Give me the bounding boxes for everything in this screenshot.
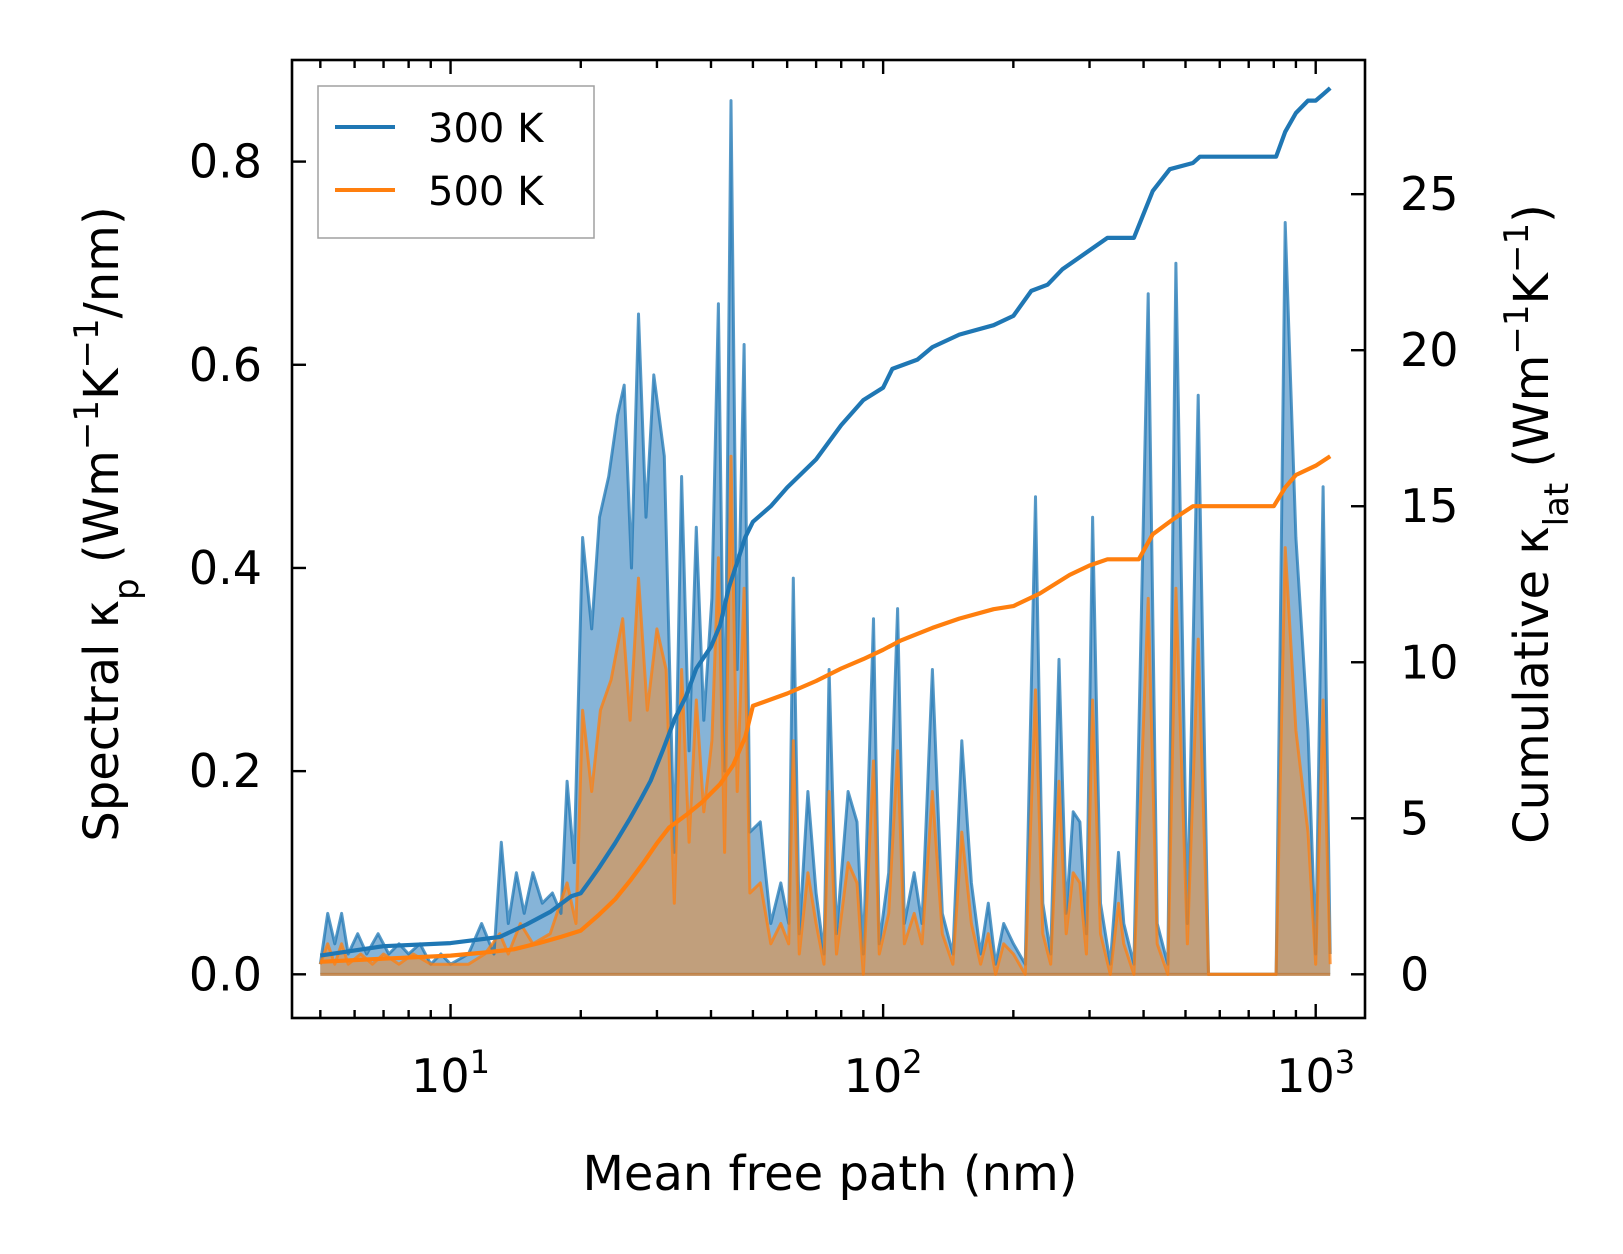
y-left-tick-label: 0.4 bbox=[189, 541, 262, 595]
y-left-tick-label: 0.8 bbox=[189, 135, 262, 189]
x-tick-label-exponent: 2 bbox=[902, 1043, 922, 1081]
x-tick-label-base: 10 bbox=[411, 1049, 470, 1103]
x-tick-label-exponent: 3 bbox=[1335, 1043, 1355, 1081]
x-tick-label: 103 bbox=[1276, 1043, 1355, 1103]
cumulative-line-300k bbox=[319, 86, 1332, 958]
y-left-tick-label: 0.6 bbox=[189, 338, 262, 392]
x-axis-label: Mean free path (nm) bbox=[583, 1146, 1078, 1202]
y-right-tick-label: 5 bbox=[1400, 791, 1429, 845]
axis-ticks bbox=[292, 60, 1365, 1018]
legend-label-300k: 300 K bbox=[428, 106, 545, 152]
x-tick-label-base: 10 bbox=[844, 1049, 903, 1103]
y-right-tick-label: 15 bbox=[1400, 479, 1459, 533]
y-right-tick-label: 20 bbox=[1400, 323, 1459, 377]
spectral-line-300k bbox=[318, 99, 1332, 976]
x-tick-label-exponent: 1 bbox=[470, 1043, 490, 1081]
y-left-tick-label: 0.2 bbox=[189, 744, 262, 798]
legend-box bbox=[317, 85, 595, 239]
y-left-tick-label: 0.0 bbox=[189, 947, 262, 1001]
plot-frame bbox=[290, 58, 1367, 1020]
x-tick-label-base: 10 bbox=[1276, 1049, 1335, 1103]
cumulative-line-500k bbox=[320, 454, 1332, 964]
y-right-tick-label: 10 bbox=[1400, 635, 1459, 689]
cumulative-lines bbox=[319, 86, 1332, 964]
legend-label-500k: 500 K bbox=[428, 169, 545, 215]
legend: 300 K 500 K bbox=[317, 85, 595, 239]
y-right-tick-label: 25 bbox=[1400, 167, 1459, 221]
left-y-axis-label: Spectral κp (Wm−1K−1/nm) bbox=[67, 206, 147, 841]
x-tick-label: 101 bbox=[411, 1043, 490, 1103]
right-y-axis-label: Cumulative κlat (Wm−1K−1) bbox=[1497, 204, 1577, 844]
y-right-tick-label: 0 bbox=[1400, 947, 1429, 1001]
x-tick-label: 102 bbox=[844, 1043, 923, 1103]
